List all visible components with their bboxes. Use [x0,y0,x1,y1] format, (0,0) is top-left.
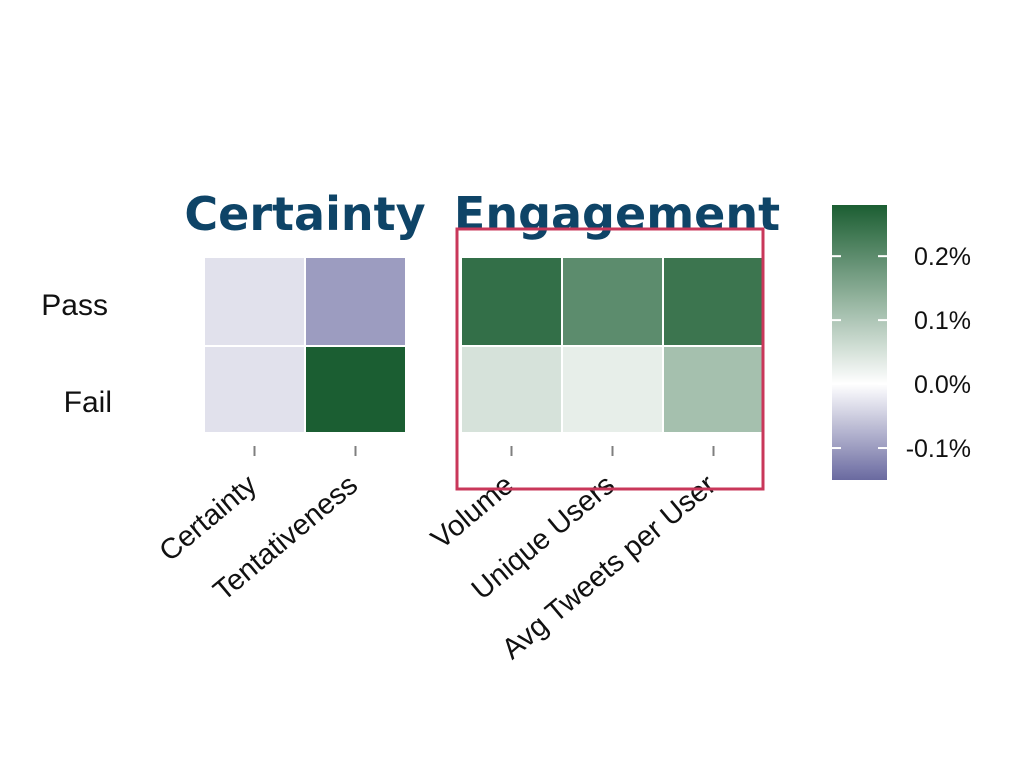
heatmap-cell-engagement-fail-0 [462,347,561,432]
heatmap-cell-engagement-fail-2 [664,347,763,432]
panel-title-certainty: Certainty [184,187,425,241]
heatmap-cell-engagement-pass-0 [462,258,561,345]
heatmap-cell-certainty-pass-1 [306,258,405,345]
x-tick-label: Volume [425,469,520,556]
heatmap-cell-engagement-pass-2 [664,258,763,345]
row-label-fail: Fail [64,386,112,419]
colorbar-tick-label: 0.2% [914,243,971,271]
heatmap-cell-certainty-fail-0 [205,347,304,432]
panel-title-engagement: Engagement [454,187,780,241]
colorbar-tick-label: 0.1% [914,307,971,335]
colorbar-ticks: 0.2% 0.1% 0.0% -0.1% [832,243,971,463]
highlight-box [455,227,765,491]
x-tick-marks [253,446,715,456]
colorbar-tick-label: 0.0% [914,371,971,399]
heatmap-cell-certainty-pass-0 [205,258,304,345]
colorbar-tick-label: -0.1% [906,435,971,463]
row-label-pass: Pass [41,289,108,322]
heatmap-cell-certainty-fail-1 [306,347,405,432]
heatmap-cell-engagement-pass-1 [563,258,662,345]
heatmap-cell-engagement-fail-1 [563,347,662,432]
colorbar [832,205,887,480]
heatmap-cells [205,258,763,432]
